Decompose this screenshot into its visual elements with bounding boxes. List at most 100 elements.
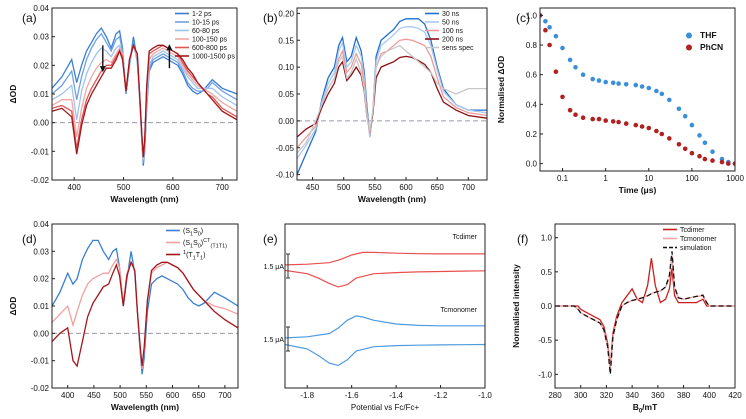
data-point-1 bbox=[573, 112, 578, 117]
y-tick-label: 1.0 bbox=[541, 234, 553, 243]
x-tick-label: -1.4 bbox=[389, 391, 403, 400]
data-point-0 bbox=[639, 84, 645, 89]
x-tick-label: 0.1 bbox=[557, 174, 569, 183]
x-tick-label: 10 bbox=[644, 174, 653, 183]
y-tick-label: -0.05 bbox=[276, 144, 295, 153]
legend-label: 1-2 ps bbox=[192, 11, 212, 18]
data-point-0 bbox=[596, 78, 602, 83]
cv-trace-0-reverse bbox=[285, 251, 485, 266]
x-tick-label: 380 bbox=[677, 391, 691, 400]
panel-2: (c) 0.1 1 10 100 1000 0.0 0.2 0.4 0.6 0.8 1.0 Time (… bbox=[496, 7, 744, 195]
x-tick-label: 650 bbox=[430, 183, 444, 192]
y-tick-label: 0.10 bbox=[278, 63, 294, 72]
legend-label: Tcdimer bbox=[680, 227, 705, 234]
y-axis-label: ΔOD bbox=[8, 297, 18, 316]
series-line-2 bbox=[52, 260, 238, 368]
legend-marker bbox=[686, 32, 692, 39]
data-point-0 bbox=[573, 65, 578, 70]
x-tick-label: 700 bbox=[218, 391, 232, 400]
x-axis-label: Wavelength (nm) bbox=[110, 194, 178, 204]
legend-label: simulation bbox=[680, 245, 712, 252]
x-tick-label: 400 bbox=[61, 391, 75, 400]
data-point-1 bbox=[702, 156, 708, 162]
series-group bbox=[555, 251, 735, 375]
data-point-1 bbox=[616, 119, 621, 125]
legend-label: 60-80 ps bbox=[192, 28, 220, 35]
legend-label: THF bbox=[700, 30, 717, 40]
y-tick-label: -0.02 bbox=[31, 384, 50, 393]
x-axis-label: Wavelength (nm) bbox=[358, 194, 426, 204]
y-tick-label: 0.03 bbox=[33, 247, 49, 256]
data-point-1 bbox=[710, 158, 715, 163]
panel-3: (d) 400 450 500 550 600 650 700 -0.02 -0.01 0.00 0.… bbox=[8, 220, 239, 412]
series-line-4 bbox=[297, 44, 487, 154]
y-tick-label: -0.02 bbox=[31, 176, 50, 185]
series-group bbox=[285, 251, 485, 367]
data-point-0 bbox=[667, 97, 672, 103]
data-point-0 bbox=[633, 82, 639, 88]
y-tick-label: 1.0 bbox=[526, 11, 538, 20]
y-tick-label: 0.01 bbox=[33, 302, 49, 311]
panel-1: (b) 450 500 550 600 650 700 -0.10 -0.05 0.00 0.05 0… bbox=[263, 7, 488, 204]
y-tick-label: 0.02 bbox=[33, 275, 49, 284]
legend-label: 1000-1500 ps bbox=[192, 54, 235, 61]
x-axis-label: Time (μs) bbox=[619, 185, 657, 195]
data-point-0 bbox=[610, 80, 616, 86]
data-point-0 bbox=[702, 140, 708, 146]
x-axis-label: Wavelength (nm) bbox=[111, 402, 179, 412]
data-point-1 bbox=[610, 119, 616, 124]
legend-marker bbox=[686, 44, 692, 51]
legend-label: (S1​S0​)CT​(T1T1)​ bbox=[183, 238, 227, 250]
x-tick-label: 360 bbox=[651, 391, 665, 400]
x-tick-label: 300 bbox=[574, 391, 588, 400]
x-tick-label: 1 bbox=[603, 174, 608, 183]
data-point-1 bbox=[580, 115, 586, 120]
data-point-1 bbox=[547, 42, 552, 48]
data-point-1 bbox=[667, 136, 672, 141]
data-point-0 bbox=[616, 81, 621, 86]
legend-label: 200 ns bbox=[442, 37, 464, 44]
y-tick-label: 0.00 bbox=[278, 117, 294, 126]
data-point-0 bbox=[710, 149, 715, 154]
data-point-0 bbox=[623, 82, 629, 87]
y-tick-label: 0.4 bbox=[526, 100, 538, 109]
legend-label: 30 ns bbox=[442, 11, 460, 18]
data-point-0 bbox=[689, 122, 695, 128]
y-tick-label: 0.0 bbox=[541, 302, 553, 311]
x-tick-label: -1.0 bbox=[478, 391, 492, 400]
legend-label: 100 ns bbox=[442, 28, 464, 35]
x-tick-label: 700 bbox=[216, 183, 230, 192]
legend-label: sens spec bbox=[442, 45, 474, 52]
series-label: Tcmonomer bbox=[440, 307, 477, 314]
data-point-1 bbox=[567, 107, 573, 113]
y-tick-label: 0.05 bbox=[278, 90, 294, 99]
data-point-0 bbox=[654, 88, 659, 94]
series-group bbox=[52, 239, 238, 375]
data-point-0 bbox=[646, 85, 652, 91]
data-point-1 bbox=[553, 69, 559, 74]
legend-label: 600-800 ps bbox=[192, 45, 228, 52]
cv-trace-1-forward bbox=[285, 343, 485, 367]
y-axis-label: ΔOD bbox=[8, 85, 18, 104]
x-tick-label: 600 bbox=[399, 183, 413, 192]
data-point-1 bbox=[689, 150, 695, 156]
panel-0: (a) 400 500 600 700 -0.02 -0.01 0.00 0.01 0.02 0.0… bbox=[8, 4, 238, 204]
panel-label: (b) bbox=[263, 11, 278, 25]
y-tick-label: -0.10 bbox=[276, 171, 295, 180]
panel-label: (d) bbox=[22, 232, 37, 246]
panel-label: (c) bbox=[516, 11, 530, 25]
x-tick-label: 320 bbox=[600, 391, 614, 400]
series-line-5 bbox=[52, 43, 237, 158]
y-tick-label: -0.01 bbox=[31, 357, 50, 366]
x-tick-label: 400 bbox=[68, 183, 82, 192]
x-tick-label: 550 bbox=[368, 183, 382, 192]
x-tick-label: 550 bbox=[140, 391, 154, 400]
data-point-1 bbox=[682, 146, 688, 152]
series-group bbox=[540, 13, 735, 166]
panel-label: (a) bbox=[22, 11, 37, 25]
data-point-0 bbox=[580, 72, 586, 77]
data-point-0 bbox=[590, 76, 595, 82]
data-point-1 bbox=[596, 116, 602, 122]
data-point-0 bbox=[553, 33, 559, 39]
